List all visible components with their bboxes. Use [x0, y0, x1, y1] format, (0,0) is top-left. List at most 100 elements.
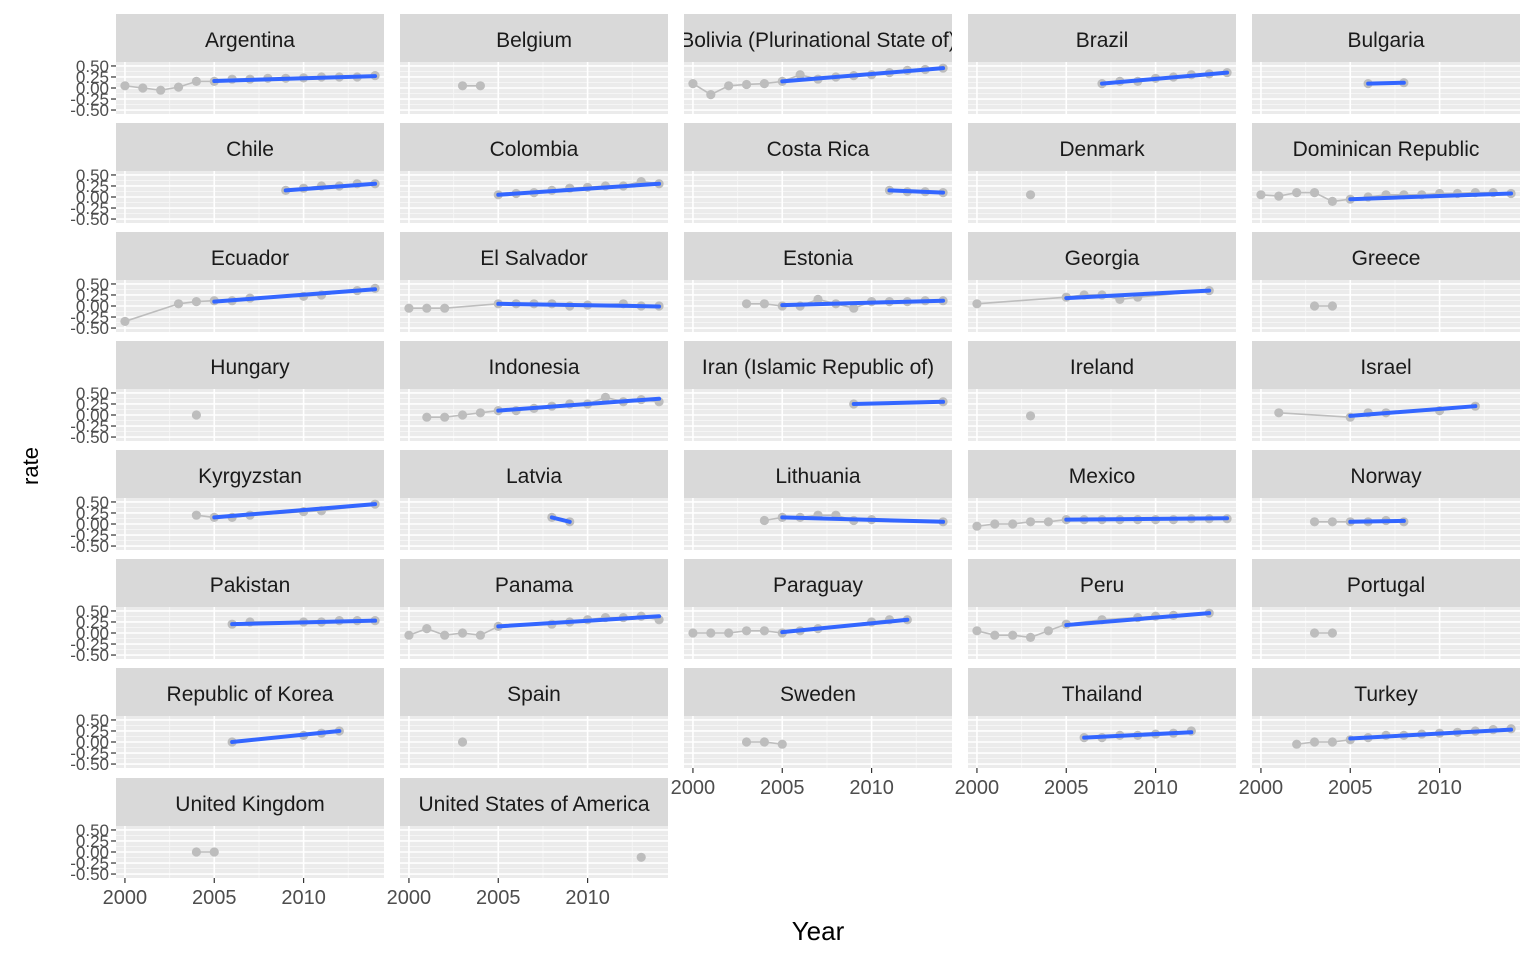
- data-point: [849, 303, 859, 313]
- trend-line: [212, 74, 378, 83]
- facet-strip-label: Ireland: [1070, 356, 1134, 379]
- data-point: [741, 299, 752, 309]
- y-tick-label: 0.50: [76, 166, 109, 185]
- data-point: [759, 626, 770, 636]
- data-point: [457, 737, 468, 747]
- facet-strip: [400, 559, 668, 607]
- facet-strip-label: Chile: [226, 138, 274, 161]
- data-point: [156, 85, 166, 95]
- trend-line: [1348, 191, 1514, 202]
- facet-panel-belgium: Belgium: [400, 14, 668, 114]
- facet-panel-israel: Israel: [1252, 341, 1520, 441]
- y-tick-label: -0.50: [70, 537, 109, 556]
- x-tick-label: 2005: [1328, 777, 1373, 799]
- facet-strip-label: Mexico: [1069, 465, 1136, 488]
- data-point: [457, 410, 468, 420]
- data-point: [475, 408, 485, 418]
- facet-panel-el-salvador: El Salvador: [400, 232, 668, 332]
- data-point: [422, 303, 432, 313]
- data-point: [688, 628, 698, 638]
- data-point: [1256, 190, 1266, 200]
- trend-line: [212, 287, 378, 304]
- data-point: [1292, 739, 1302, 749]
- facet-strip: [1252, 668, 1520, 716]
- data-point: [1327, 517, 1337, 527]
- data-point: [1327, 301, 1337, 311]
- facet-strip: [116, 778, 384, 826]
- data-point: [1309, 737, 1320, 747]
- facet-strip: [116, 341, 384, 389]
- x-tick-label: 2010: [281, 887, 326, 909]
- facet-panel-spain: Spain: [400, 668, 668, 768]
- y-tick-label: -0.25: [70, 199, 109, 218]
- facet-panel-argentina: Argentina 0.500.250.00-0.25-0.50: [70, 14, 384, 120]
- facet-strip-label: Ecuador: [211, 247, 289, 270]
- data-point: [990, 630, 1000, 640]
- facet-strip: [684, 559, 952, 607]
- facet-strip: [968, 123, 1236, 171]
- facet-strip-label: Denmark: [1059, 138, 1145, 161]
- trend-line: [780, 66, 946, 84]
- facet-panel-hungary: Hungary 0.500.250.00-0.25-0.50: [70, 341, 384, 447]
- facet-strip: [684, 232, 952, 280]
- y-tick-label: 0.25: [76, 722, 109, 741]
- data-point: [813, 294, 823, 304]
- y-tick-label: 0.25: [76, 504, 109, 523]
- data-point: [440, 630, 450, 640]
- facet-strip-label: Thailand: [1062, 683, 1143, 706]
- facet-panel-chile: Chile 0.500.250.00-0.25-0.50: [70, 123, 384, 229]
- data-point: [1327, 196, 1337, 207]
- facet-strip-label: Georgia: [1065, 247, 1140, 270]
- facet-strip-label: Colombia: [490, 138, 579, 161]
- facet-strip: [968, 559, 1236, 607]
- data-point: [457, 628, 468, 638]
- x-tick-label: 2005: [192, 887, 237, 909]
- facet-panel-greece: Greece: [1252, 232, 1520, 332]
- facet-strip: [1252, 450, 1520, 498]
- facet-strip-label: Republic of Korea: [167, 683, 334, 706]
- data-point: [759, 78, 770, 89]
- trend-line: [1064, 516, 1230, 522]
- x-tick-label: 2000: [955, 777, 1000, 799]
- trend-line: [1100, 70, 1230, 86]
- data-point: [972, 299, 982, 309]
- data-point: [440, 412, 450, 422]
- y-tick-label: -0.25: [70, 526, 109, 545]
- facet-strip-label: Bulgaria: [1347, 29, 1424, 52]
- facet-strip: [684, 123, 952, 171]
- trend-line: [230, 728, 342, 744]
- y-tick-label: -0.50: [70, 428, 109, 447]
- data-point: [1008, 519, 1018, 529]
- facet-panel-peru: Peru: [968, 559, 1236, 659]
- data-point: [706, 90, 716, 100]
- y-tick-label: 0.25: [76, 395, 109, 414]
- y-tick-label: -0.25: [70, 417, 109, 436]
- data-point: [600, 392, 611, 402]
- data-point: [759, 299, 770, 309]
- facet-strip-label: Costa Rica: [767, 138, 870, 161]
- x-tick-label: 2010: [1133, 777, 1178, 799]
- data-point: [191, 296, 201, 307]
- y-tick-label: -0.50: [70, 101, 109, 120]
- facet-strip-label: Argentina: [205, 29, 295, 52]
- trend-line: [780, 298, 946, 308]
- y-tick-label: -0.25: [70, 90, 109, 109]
- facet-strip: [116, 668, 384, 716]
- trend-line: [1064, 288, 1212, 301]
- facet-panel-kyrgyzstan: Kyrgyzstan 0.500.250.00-0.25-0.50: [70, 450, 384, 556]
- facet-strip-label: Sweden: [780, 683, 856, 706]
- facet-panel-turkey: Turkey 2000 2005 2010: [1239, 668, 1520, 799]
- facet-panel-portugal: Portugal: [1252, 559, 1520, 659]
- facet-strip: [400, 450, 668, 498]
- facet-strip: [1252, 559, 1520, 607]
- facet-panel-mexico: Mexico: [968, 450, 1236, 550]
- facet-strip: [684, 668, 952, 716]
- data-point: [741, 626, 752, 636]
- facet-strip: [400, 778, 668, 826]
- y-tick-label: -0.25: [70, 308, 109, 327]
- trend-line: [496, 614, 662, 629]
- facet-strip-label: Estonia: [783, 247, 853, 270]
- facet-strip: [1252, 232, 1520, 280]
- facet-strip: [968, 450, 1236, 498]
- facet-strip-label: Dominican Republic: [1293, 138, 1480, 161]
